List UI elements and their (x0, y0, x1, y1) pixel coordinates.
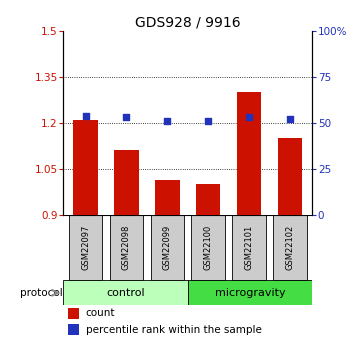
FancyBboxPatch shape (151, 215, 184, 280)
Bar (68, 308, 79, 319)
FancyBboxPatch shape (110, 215, 143, 280)
FancyBboxPatch shape (191, 215, 225, 280)
Point (287, 117, 293, 122)
Point (246, 115, 252, 120)
Point (164, 118, 170, 124)
Text: GSM22099: GSM22099 (163, 225, 172, 270)
FancyBboxPatch shape (188, 280, 312, 305)
Text: GSM22102: GSM22102 (285, 225, 294, 270)
FancyBboxPatch shape (69, 215, 103, 280)
FancyBboxPatch shape (273, 215, 306, 280)
Bar (237, 92, 261, 215)
Text: protocol: protocol (19, 288, 62, 298)
Bar (155, 179, 179, 215)
Text: GSM22097: GSM22097 (81, 225, 90, 270)
Text: GSM22101: GSM22101 (244, 225, 253, 270)
Text: control: control (106, 288, 145, 298)
Bar (68, 324, 79, 335)
Title: GDS928 / 9916: GDS928 / 9916 (135, 16, 240, 30)
Text: percentile rank within the sample: percentile rank within the sample (86, 325, 261, 335)
Text: GSM22098: GSM22098 (122, 225, 131, 270)
Point (83, 113, 88, 118)
Bar (73, 120, 98, 215)
Text: GSM22100: GSM22100 (204, 225, 213, 270)
Bar (278, 138, 302, 215)
Point (123, 115, 129, 120)
Text: count: count (86, 308, 115, 318)
Text: microgravity: microgravity (215, 288, 285, 298)
Point (205, 118, 211, 124)
Bar (114, 150, 139, 215)
FancyBboxPatch shape (232, 215, 266, 280)
FancyBboxPatch shape (63, 280, 188, 305)
Bar (196, 184, 220, 215)
